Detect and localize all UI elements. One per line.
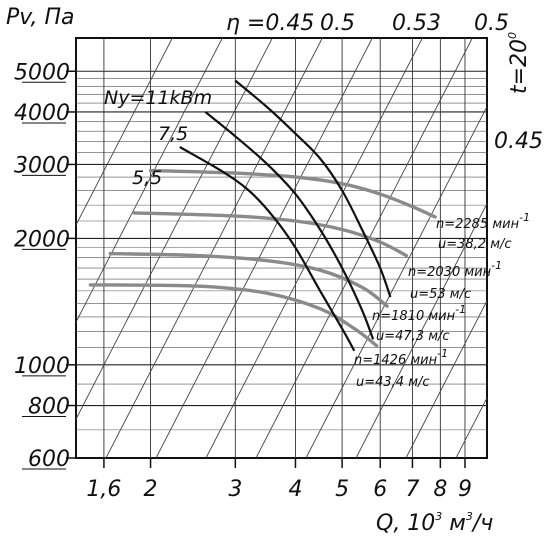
x-tick-label: 3 <box>228 477 242 502</box>
speed-label-2285: n=2285 мин-1 <box>436 211 530 232</box>
y-tick-label: 4000 <box>14 101 70 126</box>
efficiency-label-05-right: 0.5 <box>474 11 509 36</box>
fan-curve-1 <box>148 168 437 219</box>
efficiency-label-045-right: 0.45 <box>494 129 543 154</box>
power-curves <box>179 79 392 352</box>
efficiency-line <box>405 299 487 458</box>
x-tick-label: 4 <box>288 477 302 502</box>
power-curve-2 <box>204 111 375 340</box>
power-label-11: Ny=11kBm <box>104 87 212 109</box>
velocity-label-2030: u=53 м/с <box>410 287 471 302</box>
x-tick-label: 6 <box>373 477 387 502</box>
y-tick-label: 800 <box>28 395 70 420</box>
fan-curve-3 <box>108 251 389 308</box>
x-tick-label: 1,6 <box>86 477 121 502</box>
power-label-55: 5,5 <box>132 167 162 189</box>
x-tick-label: 5 <box>335 477 349 502</box>
x-axis-title: Q, 103 м3/ч <box>376 510 493 536</box>
efficiency-line <box>76 38 273 421</box>
fan-curve-4 <box>88 283 379 348</box>
efficiency-label-05: 0.5 <box>320 11 355 36</box>
efficiency-line <box>205 38 423 458</box>
power-label-75: 7,5 <box>158 123 188 145</box>
y-tick-label: 1000 <box>14 354 70 379</box>
velocity-label-1810: u=47,3 м/с <box>376 329 450 344</box>
y-axis-title: Pv, Па <box>6 5 75 30</box>
speed-label-2030: n=2030 мин-1 <box>408 259 502 280</box>
efficiency-label-045: η =0.45 <box>226 11 314 36</box>
speed-label-1810: n=1810 мин-1 <box>372 303 466 324</box>
efficiency-line <box>255 38 473 458</box>
velocity-label-2285: u=38,2 м/с <box>438 237 512 252</box>
efficiency-line <box>76 38 173 226</box>
efficiency-lines <box>76 38 487 458</box>
y-tick-label: 600 <box>28 447 70 472</box>
efficiency-label-053: 0.53 <box>392 11 441 36</box>
efficiency-line <box>305 105 487 458</box>
efficiency-line <box>355 202 487 458</box>
grid <box>76 38 487 458</box>
fan-curve-2 <box>132 211 409 258</box>
efficiency-line <box>76 38 223 324</box>
power-curve-3 <box>179 146 356 352</box>
x-tick-label: 8 <box>433 477 447 502</box>
y-tick-label: 5000 <box>14 60 70 85</box>
x-tick-label: 9 <box>458 477 472 502</box>
y-tick-label: 3000 <box>14 153 70 178</box>
power-curve-1 <box>234 79 392 298</box>
x-tick-label: 7 <box>405 477 419 502</box>
axis-ticks: 600 800 1000 2000 3000 4000 5000 1,6 2 3 4 5 6 7 8 9 <box>14 60 472 502</box>
efficiency-line <box>155 38 373 458</box>
y-tick-label: 2000 <box>14 227 70 252</box>
temperature-label: t=200 <box>506 32 532 94</box>
x-tick-label: 2 <box>144 477 158 502</box>
velocity-label-1426: u=43,4 м/с <box>356 375 430 390</box>
fan-curves <box>88 168 437 348</box>
efficiency-line <box>105 38 323 458</box>
speed-label-1426: n=1426 мин-1 <box>354 347 448 368</box>
